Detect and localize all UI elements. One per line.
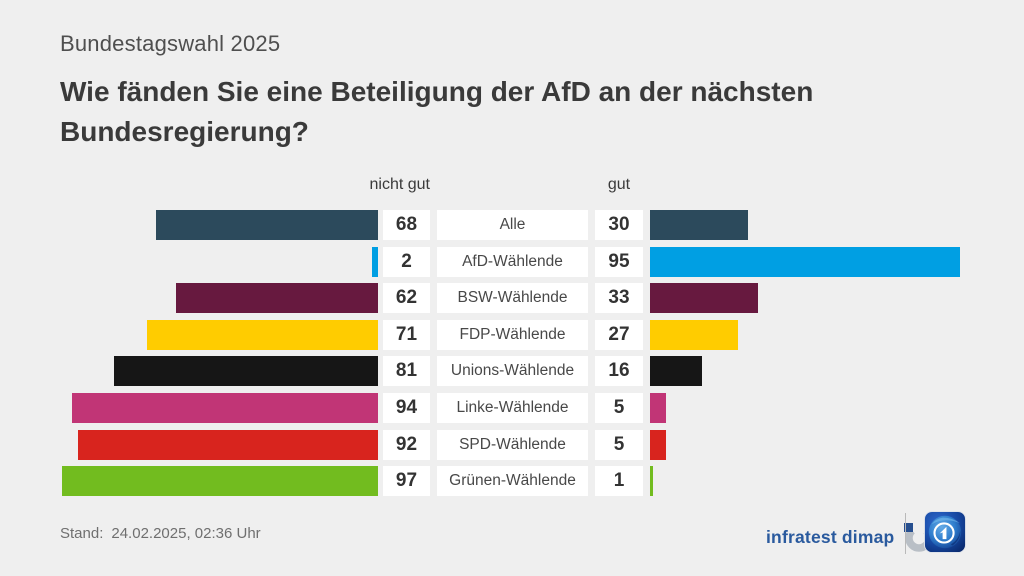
stand-value: 24.02.2025, 02:36 Uhr: [111, 525, 261, 542]
value-nicht-gut: 68: [383, 210, 430, 240]
value-gut: 95: [595, 246, 643, 277]
stand-label: Stand:: [60, 525, 104, 542]
chart-row: 92 SPD-Wählende 5: [0, 429, 1024, 460]
chart-row: 62 BSW-Wählende 33: [0, 283, 1024, 314]
value-gut: 33: [595, 283, 643, 314]
bar-nicht-gut: [371, 246, 378, 277]
bar-gut: [650, 356, 703, 387]
chart-row: 94 Linke-Wählende 5: [0, 393, 1024, 423]
value-nicht-gut: 81: [383, 356, 430, 387]
chart-row: 2 AfD-Wählende 95: [0, 246, 1024, 277]
category-label: AfD-Wählende: [437, 246, 588, 277]
category-label: Linke-Wählende: [437, 393, 588, 423]
infratest-dimap-branding: infratest dimap: [766, 522, 934, 552]
bar-nicht-gut: [71, 393, 378, 423]
bar-gut: [650, 393, 667, 423]
chart-row: 81 Unions-Wählende 16: [0, 356, 1024, 387]
category-label: Unions-Wählende: [437, 356, 588, 387]
category-label: Grünen-Wählende: [437, 466, 588, 497]
value-gut: 5: [595, 393, 643, 423]
category-label: Alle: [437, 210, 588, 240]
bar-nicht-gut: [146, 319, 378, 350]
title-line-1: Wie fänden Sie eine Beteiligung der AfD …: [60, 76, 814, 107]
value-gut: 30: [595, 210, 643, 240]
bar-nicht-gut: [61, 466, 378, 497]
chart-row: 68 Alle 30: [0, 210, 1024, 240]
page-title: Wie fänden Sie eine Beteiligung der AfD …: [60, 72, 920, 152]
value-nicht-gut: 94: [383, 393, 430, 423]
value-gut: 16: [595, 356, 643, 387]
chart-row: 97 Grünen-Wählende 1: [0, 466, 1024, 497]
value-gut: 1: [595, 466, 643, 497]
bar-gut: [650, 429, 667, 460]
column-header-nicht-gut: nicht gut: [369, 176, 430, 193]
status-timestamp: Stand: 24.02.2025, 02:36 Uhr: [60, 525, 261, 542]
value-nicht-gut: 2: [383, 246, 430, 277]
value-gut: 5: [595, 429, 643, 460]
category-label: BSW-Wählende: [437, 283, 588, 314]
bar-nicht-gut: [78, 429, 378, 460]
bar-gut: [650, 466, 654, 497]
bar-nicht-gut: [156, 210, 378, 240]
chart-row: 71 FDP-Wählende 27: [0, 319, 1024, 350]
category-label: SPD-Wählende: [437, 429, 588, 460]
ard-logo-icon: [924, 511, 966, 553]
footer-divider: [905, 513, 906, 554]
bar-gut: [650, 319, 738, 350]
category-label: FDP-Wählende: [437, 319, 588, 350]
title-line-2: Bundesregierung?: [60, 116, 309, 147]
infratest-dimap-wordmark: infratest dimap: [766, 526, 895, 547]
bar-gut: [650, 283, 758, 314]
value-nicht-gut: 71: [383, 319, 430, 350]
column-header-gut: gut: [607, 176, 631, 193]
bar-nicht-gut: [113, 356, 378, 387]
kicker: Bundestagswahl 2025: [60, 31, 281, 56]
value-nicht-gut: 92: [383, 429, 430, 460]
bar-nicht-gut: [175, 283, 378, 314]
bar-gut: [650, 246, 960, 277]
value-nicht-gut: 62: [383, 283, 430, 314]
bar-gut: [650, 210, 748, 240]
value-nicht-gut: 97: [383, 466, 430, 497]
value-gut: 27: [595, 319, 643, 350]
